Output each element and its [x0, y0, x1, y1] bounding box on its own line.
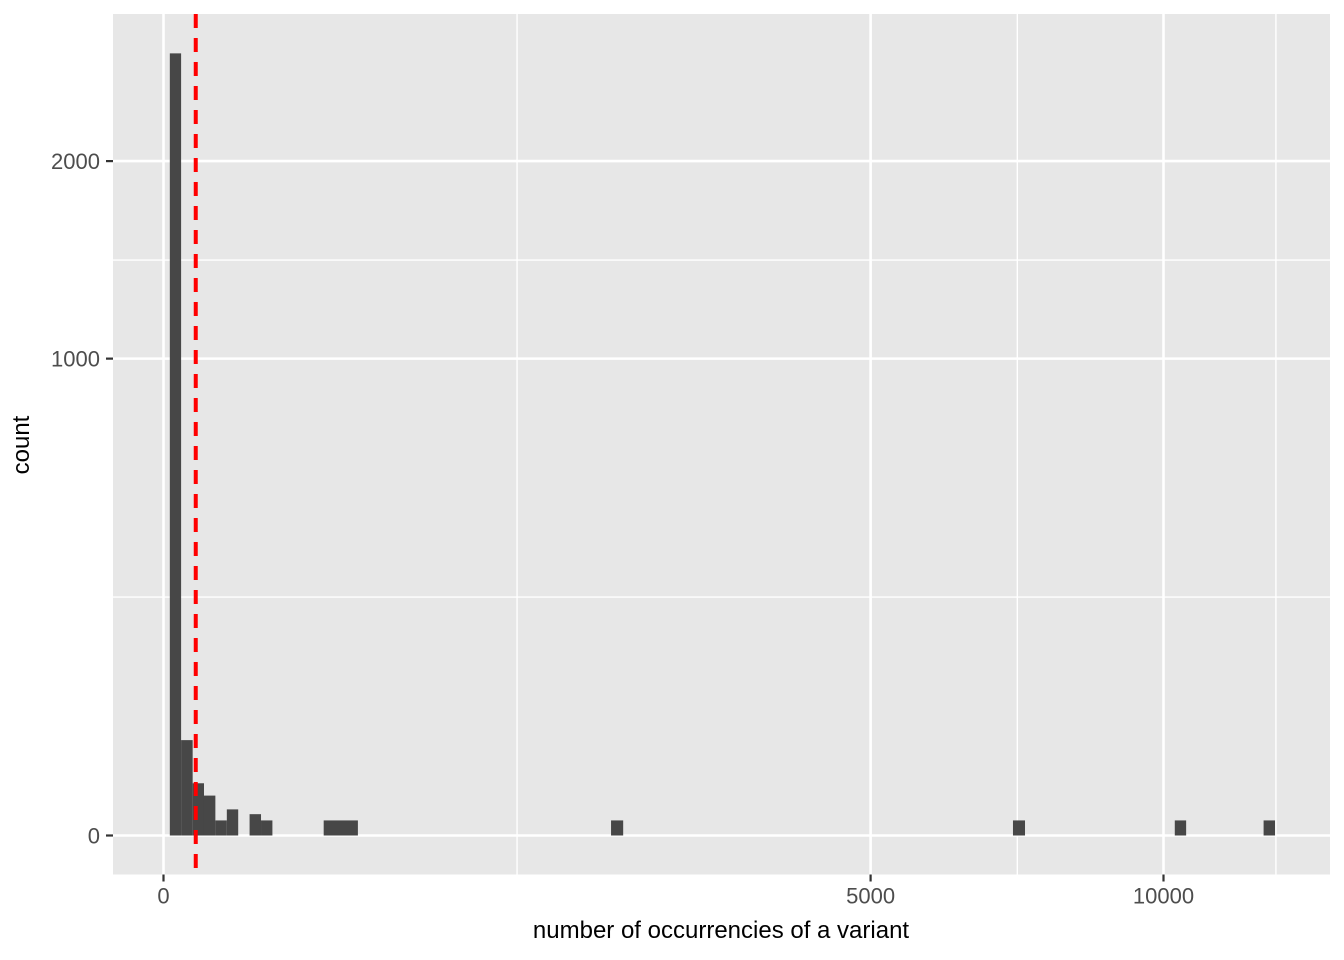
histogram-bar [181, 740, 193, 836]
histogram-bar [261, 820, 273, 836]
x-axis-title: number of occurrencies of a variant [532, 917, 910, 944]
histogram-bar [1174, 820, 1187, 836]
histogram-bar [226, 809, 239, 836]
histogram-bar [1263, 820, 1276, 836]
histogram-bar [203, 795, 216, 836]
x-tick-label: 5000 [846, 884, 895, 909]
y-tick-label: 1000 [51, 347, 100, 372]
histogram-bar [249, 814, 262, 836]
y-tick-label: 2000 [51, 149, 100, 174]
histogram-bar [192, 783, 204, 836]
x-tick-label: 0 [157, 884, 169, 909]
histogram-bar [215, 820, 227, 836]
plot-panel [113, 14, 1330, 875]
histogram-bar [1012, 820, 1026, 836]
histogram-bar [323, 820, 358, 836]
x-tick-label: 10000 [1133, 884, 1194, 909]
y-tick-label: 0 [88, 824, 100, 849]
y-axis-title: count [8, 415, 35, 475]
histogram-bar [169, 53, 182, 836]
histogram-bar [611, 820, 624, 836]
